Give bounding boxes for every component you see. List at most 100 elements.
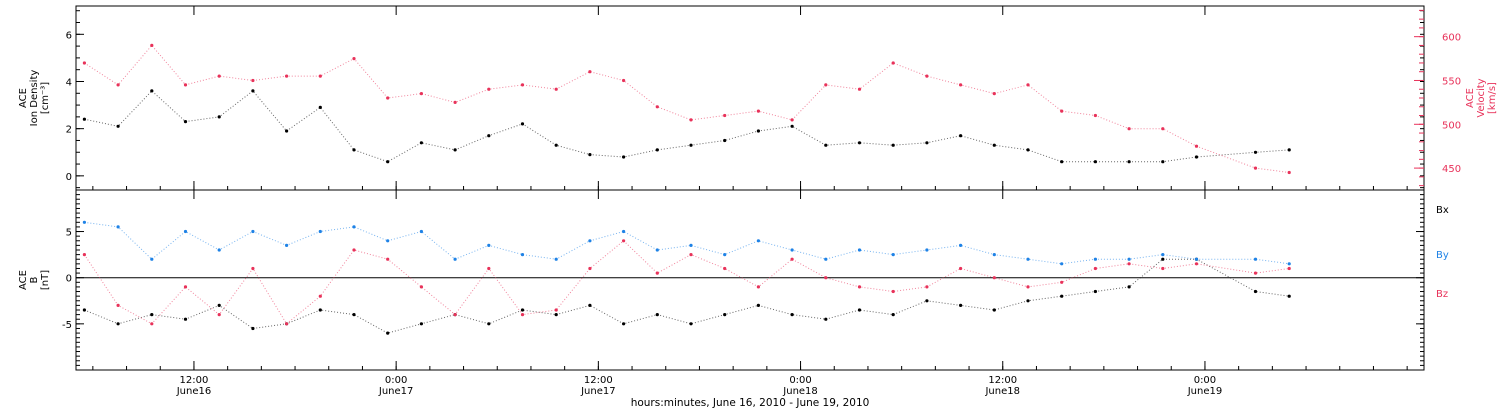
data-point: [150, 322, 154, 326]
y-axis-label: B: [29, 276, 40, 283]
x-tick-day-label: June18: [782, 386, 818, 397]
y2-tick-label: 500: [1442, 120, 1461, 131]
data-point: [285, 74, 289, 78]
y-axis-label: Ion Density: [29, 70, 40, 127]
data-point: [419, 229, 423, 234]
data-point: [959, 134, 963, 138]
data-point: [419, 92, 423, 96]
y-tick-label: -5: [62, 320, 72, 331]
data-point: [386, 331, 390, 335]
data-point: [116, 303, 120, 307]
data-point: [1093, 160, 1097, 164]
data-point: [1060, 280, 1064, 284]
data-point: [622, 229, 626, 234]
series-trace: [84, 221, 1290, 265]
data-point: [520, 308, 525, 312]
data-point: [1093, 113, 1097, 118]
y2-axis-label: [km/s]: [1487, 82, 1498, 114]
data-point: [925, 74, 929, 78]
data-point: [1253, 271, 1258, 275]
y2-tick-label: 550: [1442, 76, 1461, 87]
data-point: [857, 285, 862, 289]
data-point: [1161, 253, 1165, 257]
data-point: [183, 285, 188, 289]
data-point: [790, 313, 794, 317]
series-trace: [84, 90, 1290, 163]
data-point: [554, 143, 558, 147]
data-point: [1253, 166, 1258, 170]
data-point: [217, 74, 221, 78]
data-point: [756, 109, 761, 113]
series-panel1-1: [82, 89, 1291, 164]
data-point: [1026, 148, 1030, 152]
data-point: [82, 61, 86, 65]
series-Bx: [82, 257, 1291, 335]
data-point: [183, 120, 188, 124]
data-point: [959, 243, 963, 247]
data-point: [992, 143, 996, 147]
data-point: [1127, 262, 1131, 266]
data-point: [824, 276, 828, 280]
data-point: [1127, 285, 1131, 289]
data-point: [1253, 289, 1258, 294]
data-point: [992, 276, 996, 280]
y-tick-label: 2: [66, 125, 72, 136]
data-point: [520, 313, 525, 317]
data-point: [251, 78, 255, 83]
data-point: [1127, 160, 1131, 164]
legend: Bx By Bz: [1436, 205, 1449, 300]
data-point: [82, 308, 86, 312]
data-point: [925, 248, 929, 252]
data-point: [1093, 266, 1097, 271]
data-point: [1161, 257, 1165, 261]
data-point: [419, 322, 423, 326]
data-point: [419, 285, 423, 289]
data-point: [554, 308, 558, 312]
data-point: [756, 239, 761, 243]
x-tick-day-label: June17: [580, 386, 616, 397]
data-point: [622, 322, 626, 326]
series-panel1-2: [82, 43, 1291, 175]
x-tick-label: 0:00: [1194, 375, 1216, 386]
data-point: [891, 313, 895, 317]
data-point: [487, 243, 491, 247]
data-point: [588, 239, 592, 243]
data-point: [857, 248, 862, 252]
y2-axis-label: ACE: [1465, 88, 1476, 108]
data-point: [1253, 257, 1258, 261]
data-point: [689, 143, 693, 147]
data-point: [857, 87, 862, 91]
data-point: [857, 141, 862, 145]
data-point: [554, 87, 558, 91]
data-point: [1127, 127, 1131, 131]
x-tick-label: 12:00: [988, 375, 1017, 386]
data-point: [1093, 257, 1097, 261]
data-point: [453, 100, 457, 104]
data-point: [285, 129, 289, 133]
data-point: [352, 313, 356, 317]
data-point: [487, 134, 491, 138]
x-tick-label: 12:00: [584, 375, 613, 386]
data-point: [588, 303, 592, 307]
data-point: [1161, 266, 1165, 271]
data-point: [891, 61, 895, 65]
data-point: [150, 43, 154, 48]
data-point: [891, 289, 895, 294]
series-By: [82, 220, 1291, 266]
data-point: [925, 299, 929, 303]
data-point: [386, 160, 390, 164]
data-point: [723, 113, 727, 118]
data-point: [1287, 148, 1291, 152]
data-point: [217, 313, 221, 317]
y2-tick-label: 450: [1442, 164, 1461, 175]
data-point: [116, 83, 120, 87]
data-point: [318, 105, 322, 109]
data-point: [352, 148, 356, 152]
y2-axis-label: Velocity: [1476, 78, 1487, 117]
data-point: [1194, 262, 1199, 266]
data-point: [352, 225, 356, 229]
data-point: [959, 303, 963, 307]
data-point: [756, 285, 761, 289]
data-point: [453, 257, 457, 261]
